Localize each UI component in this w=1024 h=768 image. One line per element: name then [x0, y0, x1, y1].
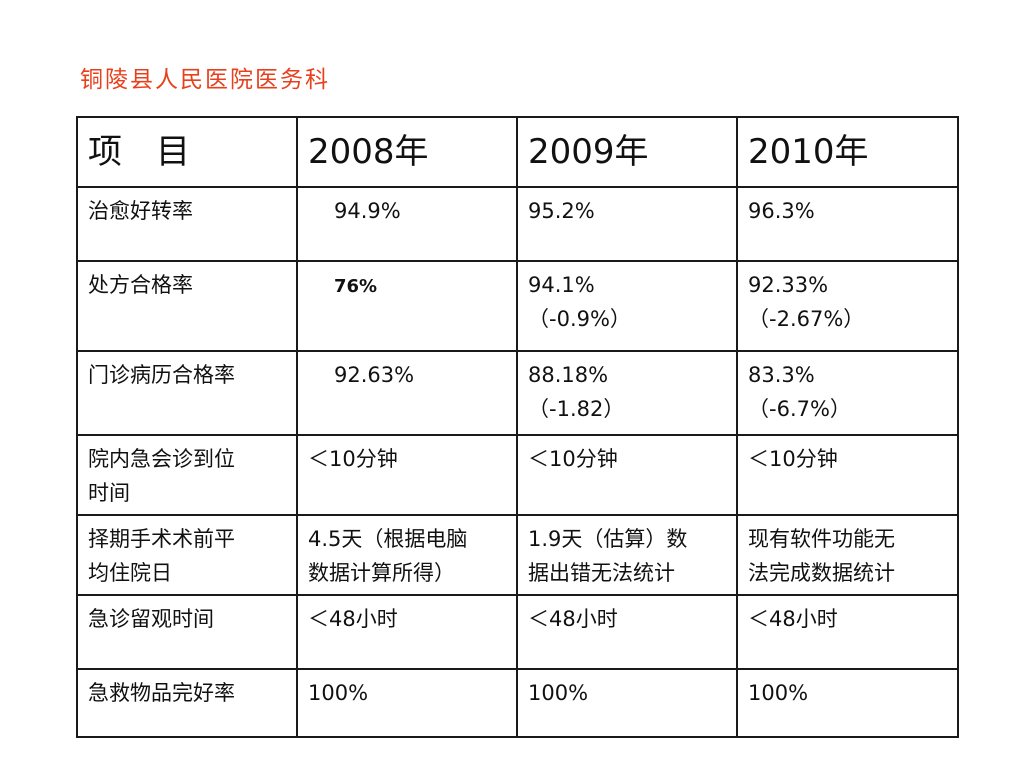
row-label-line: 均住院日: [88, 561, 172, 585]
table-row: 治愈好转率 94.9% 95.2% 96.3%: [76, 186, 959, 262]
cell-line: 法完成数据统计: [748, 561, 895, 585]
cell-change: （-0.9%）: [528, 307, 631, 331]
cell-2008: 100%: [296, 668, 518, 738]
cell-2008: 94.9%: [296, 186, 518, 262]
row-label: 院内急会诊到位 时间: [76, 434, 298, 516]
row-label: 择期手术术前平 均住院日: [76, 514, 298, 596]
cell-2008: 92.63%: [296, 350, 518, 436]
cell-2010: ＜48小时: [736, 594, 959, 670]
table-row: 择期手术术前平 均住院日 4.5天（根据电脑 数据计算所得） 1.9天（估算）数…: [76, 514, 959, 596]
row-label: 治愈好转率: [76, 186, 298, 262]
cell-2010: 83.3% （-6.7%）: [736, 350, 959, 436]
cell-line: 据出错无法统计: [528, 561, 675, 585]
cell-2008: 76%: [334, 276, 378, 297]
cell-2009: 94.1% （-0.9%）: [516, 260, 738, 352]
cell-2010: 100%: [736, 668, 959, 738]
cell-2010: 96.3%: [736, 186, 959, 262]
cell-line: 4.5天（根据电脑: [308, 527, 468, 551]
header-2008: 2008年: [296, 116, 518, 188]
page-title: 铜陵县人民医院医务科: [80, 67, 330, 93]
cell-2009: 1.9天（估算）数 据出错无法统计: [516, 514, 738, 596]
cell-change: （-2.67%）: [748, 307, 865, 331]
cell-2009: 95.2%: [516, 186, 738, 262]
row-label: 门诊病历合格率: [76, 350, 298, 436]
cell-2009: 100%: [516, 668, 738, 738]
cell-2008: ＜10分钟: [296, 434, 518, 516]
table-row: 急救物品完好率 100% 100% 100%: [76, 668, 959, 738]
cell-line: 现有软件功能无: [748, 527, 895, 551]
cell-2010: 92.33% （-2.67%）: [736, 260, 959, 352]
cell-2010: ＜10分钟: [736, 434, 959, 516]
cell-value: 92.33%: [748, 273, 829, 297]
cell-line: 数据计算所得）: [308, 561, 455, 585]
cell-value: 94.1%: [528, 273, 595, 297]
cell-2008: 4.5天（根据电脑 数据计算所得）: [296, 514, 518, 596]
cell-2008: ＜48小时: [296, 594, 518, 670]
table-row: 处方合格率 76% 94.1% （-0.9%） 92.33% （-2.67%）: [76, 260, 959, 352]
cell-2010: 现有软件功能无 法完成数据统计: [736, 514, 959, 596]
table-header-row: 项 目 2008年 2009年 2010年: [76, 116, 959, 188]
statistics-table: 项 目 2008年 2009年 2010年 治愈好转率 94.9% 95.2% …: [76, 116, 959, 738]
row-label-line: 择期手术术前平: [88, 527, 235, 551]
header-item: 项 目: [76, 116, 298, 188]
table-row: 急诊留观时间 ＜48小时 ＜48小时 ＜48小时: [76, 594, 959, 670]
cell-value: 88.18%: [528, 363, 609, 387]
row-label: 处方合格率: [76, 260, 298, 352]
cell-value: 83.3%: [748, 363, 815, 387]
header-2009: 2009年: [516, 116, 738, 188]
row-label: 急诊留观时间: [76, 594, 298, 670]
row-label: 急救物品完好率: [76, 668, 298, 738]
cell-2009: ＜10分钟: [516, 434, 738, 516]
table-row: 门诊病历合格率 92.63% 88.18% （-1.82） 83.3% （-6.…: [76, 350, 959, 436]
cell-change: （-1.82）: [528, 397, 625, 421]
cell-2009: 88.18% （-1.82）: [516, 350, 738, 436]
row-label-line: 时间: [88, 481, 130, 505]
row-label-line: 院内急会诊到位: [88, 447, 235, 471]
table-row: 院内急会诊到位 时间 ＜10分钟 ＜10分钟 ＜10分钟: [76, 434, 959, 516]
cell-2009: ＜48小时: [516, 594, 738, 670]
cell-change: （-6.7%）: [748, 397, 851, 421]
header-2010: 2010年: [736, 116, 959, 188]
cell-line: 1.9天（估算）数: [528, 527, 688, 551]
